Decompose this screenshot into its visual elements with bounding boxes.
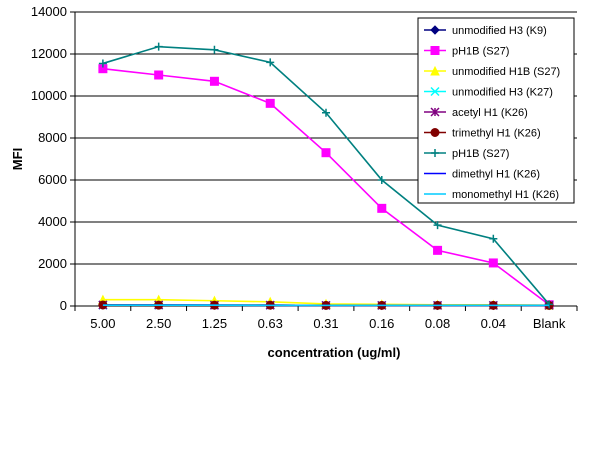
data-point — [321, 148, 331, 158]
legend-label: trimethyl H1 (K26) — [452, 128, 541, 140]
series-7 — [98, 42, 554, 309]
data-point — [209, 76, 219, 86]
legend-item: unmodified H1B (S27) — [424, 65, 560, 78]
legend-marker — [430, 107, 440, 117]
legend-item: unmodified H3 (K9) — [424, 25, 547, 37]
x-tick-label: 0.04 — [481, 316, 506, 331]
legend-marker — [430, 128, 440, 137]
legend-label: unmodified H1B (S27) — [452, 66, 560, 78]
x-tick-label: Blank — [533, 316, 566, 331]
x-tick-label: 0.31 — [313, 316, 338, 331]
x-axis-title: concentration (ug/ml) — [268, 345, 401, 360]
legend-item: monomethyl H1 (K26) — [424, 189, 559, 201]
legend-marker — [430, 65, 440, 76]
y-tick-label: 4000 — [38, 214, 67, 229]
legend-marker — [431, 149, 439, 157]
x-tick-label: 0.08 — [425, 316, 450, 331]
legend-label: monomethyl H1 (K26) — [452, 189, 559, 201]
legend-marker — [430, 25, 440, 35]
y-tick-label: 2000 — [38, 256, 67, 271]
gridlines — [75, 11, 577, 265]
y-tick-label: 10000 — [31, 88, 67, 103]
x-tick-label: 0.63 — [258, 316, 283, 331]
data-point — [545, 300, 554, 309]
tick-labels: 0 2000 4000 6000 8000 10000 12000 14000 5.00 2.50… — [31, 4, 566, 331]
legend-item: trimethyl H1 (K26) — [424, 128, 541, 140]
y-tick-label: 14000 — [31, 4, 67, 19]
y-tick-label: 0 — [60, 298, 67, 313]
legend-label: unmodified H3 (K9) — [452, 25, 547, 37]
data-point — [154, 42, 163, 51]
y-tick-label: 8000 — [38, 130, 67, 145]
x-tick-label: 1.25 — [202, 316, 227, 331]
y-tick-label: 12000 — [31, 46, 67, 61]
legend-label: pH1B (S27) — [452, 148, 509, 160]
y-tick-label: 6000 — [38, 172, 67, 187]
legend-item: pH1B (S27) — [424, 46, 509, 58]
data-point — [377, 203, 387, 213]
legend-item: acetyl H1 (K26) — [424, 107, 528, 119]
y-axis-title: MFI — [10, 148, 25, 170]
legend-item: unmodified H3 (K27) — [424, 87, 553, 99]
data-point — [489, 234, 498, 243]
legend-label: acetyl H1 (K26) — [452, 107, 528, 119]
data-point — [488, 258, 498, 268]
data-point — [265, 98, 275, 108]
data-point — [377, 176, 386, 184]
legend-item: dimethyl H1 (K26) — [424, 169, 540, 181]
data-point — [98, 59, 107, 68]
x-tick-label: 2.50 — [146, 316, 171, 331]
data-point — [266, 58, 275, 67]
series-2 — [98, 64, 554, 310]
data-point — [154, 70, 164, 80]
legend: unmodified H3 (K9) pH1B (S27) unmodified H… — [417, 17, 575, 204]
series-lines — [98, 42, 554, 311]
legend-item: pH1B (S27) — [424, 148, 509, 160]
legend-marker — [430, 46, 440, 55]
data-point — [322, 108, 330, 117]
x-tick-label: 5.00 — [90, 316, 115, 331]
x-tick-label: 0.16 — [369, 316, 394, 331]
data-point — [210, 45, 219, 54]
legend-marker — [430, 86, 440, 97]
legend-label: dimethyl H1 (K26) — [452, 169, 540, 181]
data-point — [433, 221, 442, 230]
legend-box — [417, 17, 575, 204]
legend-label: unmodified H3 (K27) — [452, 87, 553, 99]
data-point — [433, 245, 443, 255]
legend-label: pH1B (S27) — [452, 46, 509, 58]
